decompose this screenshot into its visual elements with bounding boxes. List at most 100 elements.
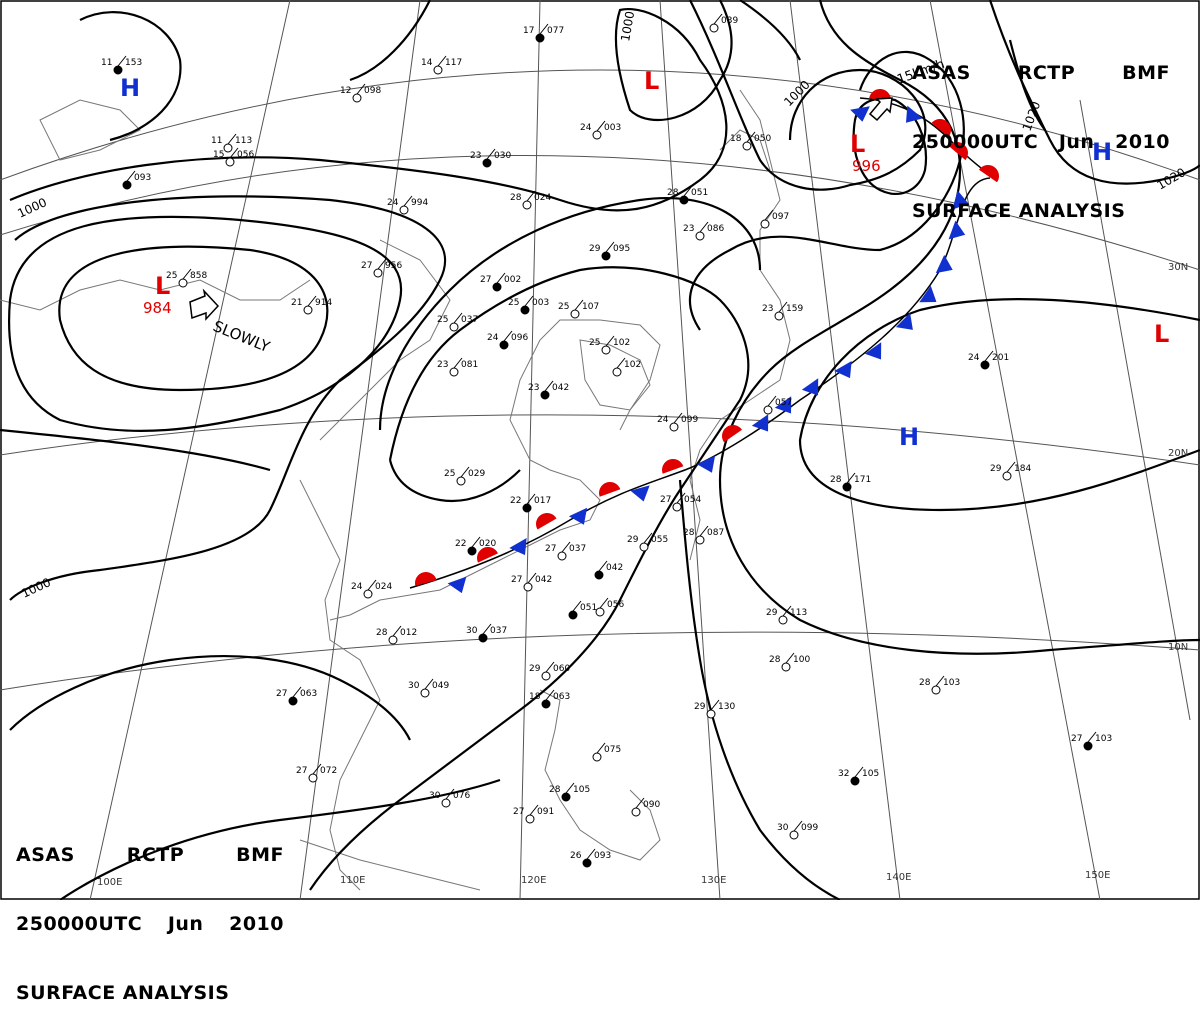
header-code: BMF: [1122, 62, 1170, 84]
header-year: 2010: [229, 913, 284, 935]
station-pressure: 858: [190, 271, 207, 281]
station-pressure: 024: [375, 582, 392, 592]
wind-barb-icon: [673, 412, 683, 424]
wind-barb-icon: [453, 357, 463, 369]
station-plot: 14 117: [421, 55, 462, 75]
station-circle-icon: [778, 615, 788, 625]
cold-front-triangle: [935, 254, 953, 274]
station-pressure: 113: [235, 136, 252, 146]
isobar: [1008, 39, 1046, 131]
station-plot: 24 201: [968, 350, 1009, 370]
station-temperature: 23: [683, 224, 694, 234]
wind-barb-icon: [356, 83, 366, 95]
station-circle-icon: [570, 309, 580, 319]
station-pressure: 201: [992, 353, 1009, 363]
station-pressure: 020: [479, 539, 496, 549]
station-circle-icon: [449, 367, 459, 377]
station-circle-icon: [695, 231, 705, 241]
station-temperature: 32: [838, 769, 849, 779]
station-pressure: 098: [364, 86, 381, 96]
warm-front-marks: [415, 89, 999, 586]
station-plot: 30 049: [408, 678, 449, 698]
station-circle-icon: [612, 367, 622, 377]
station-temperature: 23: [470, 151, 481, 161]
station-temperature: 14: [421, 58, 433, 68]
station-pressure: 086: [707, 224, 724, 234]
isobar: [8, 215, 403, 432]
cold-front-triangle: [447, 576, 467, 594]
longitude-label: 150E: [1085, 870, 1110, 881]
station-temperature: 27: [545, 544, 556, 554]
wind-barb-icon: [561, 541, 571, 553]
station-pressure: 024: [534, 193, 551, 203]
header-code: ASAS: [912, 62, 971, 84]
wind-barb-icon: [713, 13, 723, 25]
station-plot: 11 113: [211, 133, 252, 153]
station-plot: 23 086: [683, 221, 724, 241]
map-header-bottom-left: ASAS RCTP BMF 250000UTC Jun 2010 SURFACE ANA…: [16, 798, 284, 1028]
station-circle-icon: [540, 390, 550, 400]
wind-barb-icon: [676, 492, 686, 504]
station-circle-icon: [492, 282, 502, 292]
wind-barb-icon: [312, 763, 322, 775]
wind-barb-icon: [635, 797, 645, 809]
station-circle-icon: [760, 219, 770, 229]
station-plot: 25 029: [444, 466, 485, 486]
station-circle-icon: [842, 482, 852, 492]
cold-front-triangle: [774, 396, 792, 414]
movement-arrow-icon: [868, 97, 893, 122]
longitude-label: 110E: [340, 875, 365, 886]
station-circle-icon: [499, 340, 509, 350]
header-title: SURFACE ANALYSIS: [16, 982, 230, 1004]
station-circle-icon: [399, 205, 409, 215]
isobar: [9, 0, 733, 212]
wind-barb-icon: [367, 579, 377, 591]
isobar: [388, 459, 521, 503]
station-temperature: 29: [766, 608, 778, 618]
station-temperature: 25: [444, 469, 455, 479]
wind-barb-icon: [846, 472, 856, 484]
cold-front-triangle: [864, 342, 882, 360]
station-plot: 28 087: [683, 525, 724, 545]
isobar: [58, 245, 329, 392]
station-temperature: 28: [769, 655, 781, 665]
wind-barb-icon: [445, 788, 455, 800]
station-circle-icon: [706, 709, 716, 719]
station-pressure: 037: [461, 315, 478, 325]
station-temperature: 28: [667, 188, 679, 198]
wind-barb-icon: [377, 258, 387, 270]
map-header-top-right: ASAS RCTP BMF 250000UTC Jun 2010 SURFACE ANA…: [912, 16, 1170, 246]
station-circle-icon: [541, 699, 551, 709]
station-circle-icon: [592, 130, 602, 140]
station-plot: 23 030: [470, 148, 511, 168]
station-plot: 24 096: [487, 330, 528, 350]
station-pressure: 099: [681, 415, 698, 425]
station-plot: 22 017: [510, 493, 551, 513]
station-pressure: 054: [684, 495, 701, 505]
station-pressure: 087: [707, 528, 724, 538]
station-plot: 24 994: [387, 195, 428, 215]
wind-barb-icon: [643, 532, 653, 544]
station-temperature: 17: [523, 26, 534, 36]
isobar: [678, 479, 841, 900]
wind-barb-icon: [486, 148, 496, 160]
header-code: BMF: [236, 844, 284, 866]
wind-barb-icon: [526, 493, 536, 505]
latitude-label: 10N: [1168, 642, 1188, 653]
station-circle-icon: [449, 322, 459, 332]
station-temperature: 29: [990, 464, 1002, 474]
warm-front-semicircle: [599, 482, 621, 497]
longitude-label: 130E: [701, 875, 726, 886]
station-temperature: 27: [361, 261, 372, 271]
station-temperature: 27: [1071, 734, 1082, 744]
station-circle-icon: [679, 195, 689, 205]
station-plot: 29 060: [529, 661, 570, 681]
low-symbol: L: [644, 67, 659, 95]
isobar: [798, 439, 1200, 512]
station-plot: 27 956: [361, 258, 402, 278]
station-circle-icon: [288, 696, 298, 706]
wind-barb-icon: [710, 699, 720, 711]
station-circle-icon: [931, 685, 941, 695]
wind-barb-icon: [482, 623, 492, 635]
station-pressure: 153: [125, 58, 142, 68]
